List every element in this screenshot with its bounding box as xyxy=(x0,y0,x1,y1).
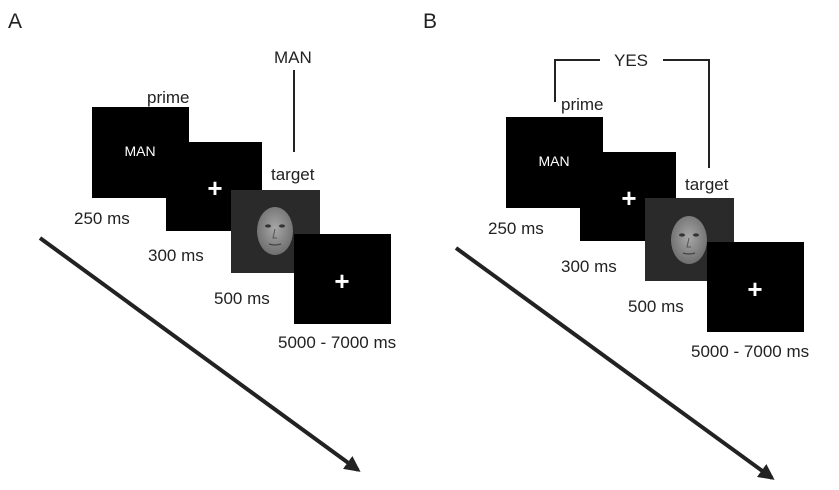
panel-b-target-duration: 500 ms xyxy=(628,297,684,316)
panel-a-prime-label: prime xyxy=(147,88,190,107)
panel-b-bracket-right xyxy=(663,59,710,168)
time-arrow-icon xyxy=(38,236,361,472)
panel-a-fixation-duration: 300 ms xyxy=(148,246,204,265)
panel-a-iti-cross: + xyxy=(334,266,349,296)
panel-b-bracket-left xyxy=(554,59,600,102)
panel-b: B YES prime target MAN + + 250 ms 300 ms… xyxy=(423,10,809,480)
panel-a-prime-duration: 250 ms xyxy=(74,209,130,228)
panel-b-letter: B xyxy=(423,10,437,33)
panel-b-iti-screen xyxy=(707,242,804,332)
panel-a: A MAN prime target MAN + + 250 ms 300 ms… xyxy=(8,10,396,472)
panel-a-bracket-word: MAN xyxy=(274,48,312,67)
time-arrow-icon xyxy=(454,246,775,480)
panel-b-prime-duration: 250 ms xyxy=(488,219,544,238)
panel-a-iti-duration: 5000 - 7000 ms xyxy=(278,333,396,352)
panel-a-target-label: target xyxy=(271,165,315,184)
face-photo-icon xyxy=(257,207,293,255)
panel-a-iti-screen xyxy=(294,234,391,324)
panel-b-fixation-duration: 300 ms xyxy=(561,257,617,276)
panel-b-prime-word: MAN xyxy=(538,153,569,169)
panel-a-target-duration: 500 ms xyxy=(214,289,270,308)
panel-a-fixation-cross: + xyxy=(207,173,222,203)
panel-a-prime-word: MAN xyxy=(124,143,155,159)
panel-b-iti-duration: 5000 - 7000 ms xyxy=(691,342,809,361)
panel-a-letter: A xyxy=(8,10,22,33)
panel-b-iti-cross: + xyxy=(747,274,762,304)
panel-b-bracket-word: YES xyxy=(614,51,648,70)
panel-b-prime-label: prime xyxy=(561,95,604,114)
face-photo-icon xyxy=(671,216,707,264)
panel-b-target-label: target xyxy=(685,175,729,194)
panel-b-fixation-cross: + xyxy=(621,183,636,213)
